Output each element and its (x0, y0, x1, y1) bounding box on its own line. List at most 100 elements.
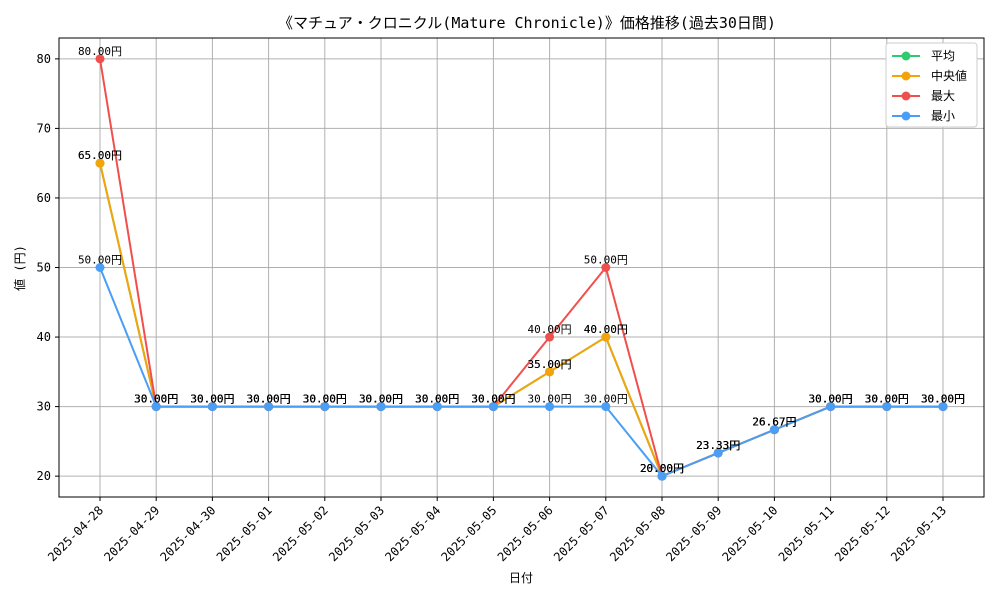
data-label: 30.00円 (247, 393, 291, 406)
data-label: 30.00円 (865, 393, 909, 406)
data-label: 50.00円 (584, 254, 628, 267)
y-tick-label: 60 (37, 191, 51, 205)
data-point (488, 402, 498, 412)
data-label: 30.00円 (247, 393, 291, 406)
y-tick-label: 20 (37, 469, 51, 483)
data-label: 30.00円 (865, 393, 909, 406)
data-label: 30.00円 (190, 393, 234, 406)
data-label: 30.00円 (809, 393, 853, 406)
data-label: 30.00円 (471, 393, 515, 406)
data-label: 80.00円 (78, 45, 122, 58)
data-label: 30.00円 (190, 393, 234, 406)
data-label: 23.33円 (696, 439, 740, 452)
data-label: 30.00円 (865, 393, 909, 406)
series-1 (95, 158, 948, 481)
x-tick-label: 2025-05-10 (720, 503, 781, 564)
data-point (95, 54, 105, 64)
data-label: 30.00円 (134, 393, 178, 406)
data-label: 30.00円 (359, 393, 403, 406)
data-label: 30.00円 (359, 393, 403, 406)
x-tick-label: 2025-04-28 (45, 503, 106, 564)
x-tick-label: 2025-05-05 (439, 503, 500, 564)
data-label: 50.00円 (78, 254, 122, 267)
data-label: 30.00円 (809, 393, 853, 406)
data-point (657, 471, 667, 481)
legend-marker (901, 111, 911, 121)
y-ticks: 20 30 40 50 60 70 80 (37, 52, 59, 483)
data-label: 65.00円 (78, 149, 122, 162)
data-point (545, 367, 555, 377)
y-tick-label: 40 (37, 330, 51, 344)
data-label: 30.00円 (415, 393, 459, 406)
legend-label: 平均 (931, 49, 955, 63)
data-label: 20.00円 (640, 462, 684, 475)
data-point (826, 402, 836, 412)
chart-title: 《マチュア・クロニクル(Mature Chronicle)》価格推移(過去30日… (278, 14, 776, 32)
data-point (882, 402, 892, 412)
data-point (432, 402, 442, 412)
data-label: 35.00円 (528, 358, 572, 371)
data-label: 30.00円 (303, 393, 347, 406)
data-point (938, 402, 948, 412)
x-tick-label: 2025-04-29 (101, 503, 162, 564)
data-point (545, 402, 555, 412)
data-label: 30.00円 (584, 393, 628, 406)
data-label: 20.00円 (640, 462, 684, 475)
data-label: 23.33円 (696, 439, 740, 452)
data-label: 30.00円 (921, 393, 965, 406)
x-tick-label: 2025-05-02 (270, 503, 331, 564)
legend-marker (901, 51, 911, 61)
data-label: 20.00円 (640, 462, 684, 475)
data-label: 30.00円 (134, 393, 178, 406)
data-label: 30.00円 (359, 393, 403, 406)
x-tick-label: 2025-05-09 (663, 503, 724, 564)
y-tick-label: 80 (37, 52, 51, 66)
data-label: 30.00円 (303, 393, 347, 406)
data-label: 30.00円 (415, 393, 459, 406)
x-tick-label: 2025-05-04 (382, 503, 443, 564)
data-label: 30.00円 (471, 393, 515, 406)
data-label: 30.00円 (865, 393, 909, 406)
x-tick-label: 2025-05-13 (888, 503, 949, 564)
y-axis-label: 値 (円) (12, 245, 27, 291)
data-label: 30.00円 (303, 393, 347, 406)
x-tick-label: 2025-05-11 (776, 503, 837, 564)
data-point (95, 158, 105, 168)
data-label: 30.00円 (190, 393, 234, 406)
data-label: 65.00円 (78, 149, 122, 162)
data-labels: 65.00円 30.00円 30.00円 30.00円 30.00円 30.00円 30.0… (78, 45, 965, 475)
data-label: 26.67円 (752, 416, 796, 429)
data-point (601, 402, 611, 412)
data-label: 30.00円 (921, 393, 965, 406)
data-point (601, 332, 611, 342)
series-line (99, 267, 943, 478)
data-point (207, 402, 217, 412)
data-point (601, 263, 611, 272)
x-tick-label: 2025-04-30 (158, 503, 219, 564)
data-label: 23.33円 (696, 439, 740, 452)
series-lines (95, 54, 948, 481)
legend-marker (901, 91, 911, 101)
data-label: 30.00円 (471, 393, 515, 406)
data-point (151, 402, 161, 412)
data-label: 26.67円 (752, 416, 796, 429)
data-label: 30.00円 (809, 393, 853, 406)
data-label: 20.00円 (640, 462, 684, 475)
data-point (264, 402, 274, 412)
data-label: 30.00円 (134, 393, 178, 406)
data-label: 30.00円 (921, 393, 965, 406)
data-label: 40.00円 (528, 323, 572, 336)
series-3 (95, 263, 948, 481)
data-point (320, 402, 330, 412)
data-label: 30.00円 (359, 393, 403, 406)
y-tick-label: 50 (37, 261, 51, 275)
data-point (769, 425, 779, 435)
plot-frame (58, 37, 985, 498)
data-label: 30.00円 (247, 393, 291, 406)
series-line (99, 162, 943, 478)
data-point (95, 263, 105, 272)
data-label: 26.67円 (752, 416, 796, 429)
legend-marker (901, 71, 911, 81)
